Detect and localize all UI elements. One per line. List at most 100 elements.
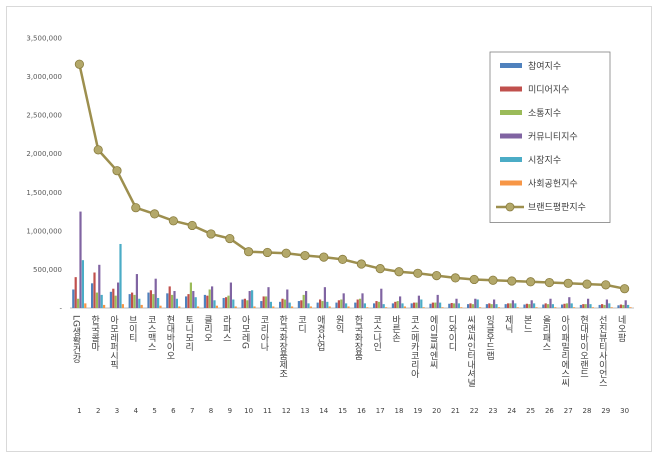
bar-1-26 — [542, 304, 545, 308]
category-label-15: 원익 — [334, 315, 344, 334]
bar-1-5 — [147, 292, 150, 308]
legend-swatch-5 — [500, 157, 522, 162]
bar-3-27 — [565, 303, 568, 308]
bar-6-24 — [516, 307, 519, 308]
bar-4-26 — [549, 298, 552, 308]
category-label-2: 한국콜마 — [89, 315, 99, 352]
bar-1-29 — [598, 304, 601, 308]
bar-6-30 — [629, 307, 632, 308]
bar-1-18 — [391, 303, 394, 308]
bar-6-6 — [178, 306, 181, 308]
legend-label-4: 커뮤니티지수 — [528, 132, 578, 143]
bar-5-17 — [382, 304, 385, 308]
bar-4-27 — [568, 297, 571, 308]
bar-6-22 — [479, 307, 482, 308]
bar-4-1 — [79, 211, 82, 308]
bar-1-8 — [203, 294, 206, 308]
bar-4-21 — [455, 298, 458, 308]
brand-index-point-20 — [431, 270, 442, 281]
bar-5-7 — [194, 297, 197, 308]
y-tick-label: 1,000,000 — [26, 227, 62, 235]
bar-2-15 — [337, 300, 340, 308]
bar-4-16 — [361, 293, 364, 308]
bar-4-9 — [229, 282, 232, 308]
brand-index-point-3 — [112, 166, 122, 176]
bar-2-25 — [525, 303, 528, 308]
bar-3-15 — [340, 299, 343, 308]
bar-6-27 — [573, 307, 576, 308]
brand-index-point-29 — [601, 280, 611, 290]
bar-3-1 — [77, 298, 80, 308]
bar-1-21 — [448, 303, 451, 308]
bar-2-14 — [319, 299, 322, 308]
bar-4-10 — [248, 291, 251, 308]
brand-index-point-22 — [469, 274, 479, 285]
bar-2-23 — [488, 303, 491, 308]
bar-5-29 — [608, 303, 611, 308]
bar-3-11 — [265, 296, 268, 308]
category-label-30: 네오팜 — [616, 315, 626, 342]
bar-6-20 — [441, 307, 444, 308]
bar-2-19 — [413, 302, 416, 308]
bar-2-10 — [243, 298, 246, 308]
bar-1-17 — [373, 303, 376, 308]
bar-4-11 — [267, 287, 270, 308]
brand-index-point-27 — [563, 278, 573, 288]
bar-3-25 — [528, 304, 531, 308]
bar-6-11 — [272, 306, 275, 308]
bar-6-9 — [234, 306, 237, 308]
bar-5-15 — [345, 303, 348, 308]
bar-4-24 — [511, 300, 514, 308]
bar-1-23 — [485, 304, 488, 308]
bar-1-9 — [222, 297, 225, 308]
category-label-27: 아이패밀리에스씨 — [559, 315, 569, 387]
brand-index-point-5 — [150, 209, 160, 219]
bar-4-18 — [399, 296, 402, 308]
brand-index-point-30 — [619, 284, 630, 294]
legend-label-7: 브랜드평판지수 — [528, 202, 586, 213]
bar-3-12 — [283, 299, 286, 308]
bar-5-14 — [326, 301, 329, 308]
bar-2-5 — [149, 290, 152, 308]
bar-3-3 — [114, 295, 117, 308]
category-label-12: 한국화장품제조 — [277, 315, 287, 378]
y-tick-label: 3,500,000 — [26, 35, 62, 43]
bar-5-3 — [119, 243, 122, 308]
bar-4-6 — [173, 291, 176, 308]
brand-index-point-15 — [337, 254, 348, 264]
bar-4-29 — [605, 299, 608, 308]
category-label-16: 한국화장품 — [352, 315, 362, 360]
brand-index-point-6 — [168, 216, 178, 226]
bar-5-19 — [420, 299, 423, 308]
bar-1-12 — [279, 301, 282, 308]
category-label-25: 본느 — [522, 315, 532, 333]
bar-layer — [72, 211, 632, 308]
bar-3-10 — [246, 300, 249, 308]
category-index-27: 27 — [564, 407, 573, 415]
bar-3-21 — [453, 303, 456, 308]
bar-3-4 — [133, 294, 136, 308]
bar-5-1 — [81, 260, 84, 308]
category-index-1: 1 — [77, 407, 81, 415]
category-label-1: LG생활건강 — [70, 315, 80, 363]
bar-4-20 — [436, 294, 439, 308]
brand-index-point-2 — [93, 145, 103, 155]
bar-4-30 — [624, 300, 627, 308]
bar-4-14 — [323, 287, 326, 308]
bar-1-10 — [241, 299, 244, 308]
bar-5-26 — [551, 304, 554, 308]
bar-5-20 — [439, 302, 442, 308]
category-label-10: 아모레G — [240, 315, 250, 349]
bar-1-4 — [128, 294, 131, 308]
bar-2-4 — [131, 292, 134, 308]
bar-6-26 — [554, 307, 557, 308]
bar-3-29 — [603, 304, 606, 308]
bar-6-12 — [291, 306, 294, 308]
bar-2-20 — [431, 302, 434, 308]
bar-1-1 — [72, 289, 75, 308]
bar-4-8 — [211, 286, 214, 308]
bar-3-13 — [302, 294, 305, 308]
category-index-16: 16 — [357, 407, 366, 415]
bar-4-7 — [192, 291, 195, 308]
